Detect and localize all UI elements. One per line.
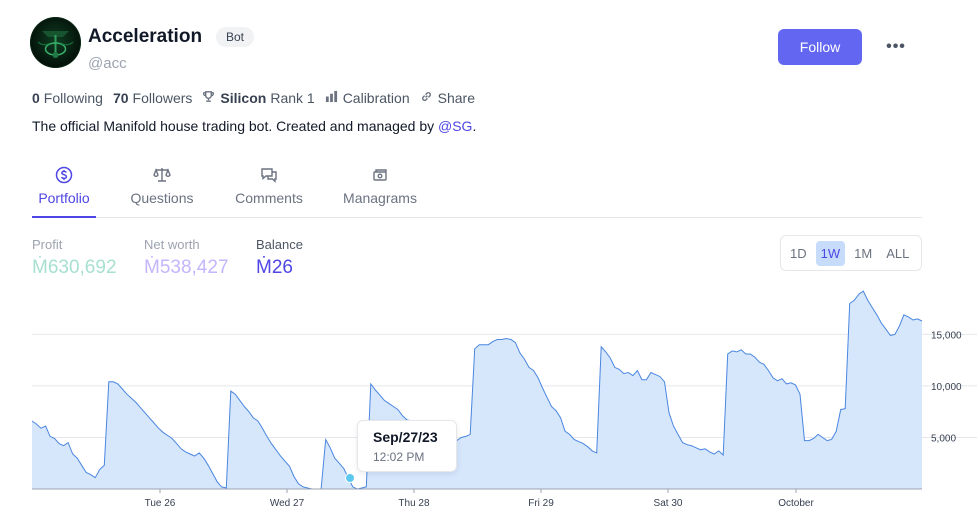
range-1w-button[interactable]: 1W bbox=[815, 240, 846, 266]
tab-managrams-label: Managrams bbox=[343, 190, 417, 206]
bio-end: . bbox=[472, 118, 477, 134]
portfolio-line bbox=[31, 290, 923, 490]
trophy-icon bbox=[202, 90, 215, 106]
x-tick-label: October bbox=[778, 498, 814, 509]
range-1d-button[interactable]: 1D bbox=[790, 245, 807, 261]
bar-chart-icon bbox=[325, 90, 338, 106]
tab-portfolio-label: Portfolio bbox=[38, 190, 90, 206]
balance-label: Balance bbox=[256, 237, 303, 252]
portfolio-chart[interactable]: 5,000 10,000 15,000 Tue 26 Wed 27 Thu 28 Fri 2… bbox=[0, 280, 977, 511]
share-label: Share bbox=[437, 90, 475, 106]
followers-count: 70 bbox=[112, 90, 129, 106]
profit-value: Ṁ630,692 bbox=[32, 257, 117, 278]
networth-metric[interactable]: Net worth Ṁ538,427 bbox=[144, 237, 229, 279]
y-tick-label: 10,000 bbox=[931, 382, 962, 393]
hover-point-marker bbox=[345, 473, 355, 483]
chat-bubbles-icon bbox=[234, 166, 304, 186]
tooltip-date: Sep/27/23 bbox=[373, 429, 438, 445]
x-tick-label: Tue 26 bbox=[145, 498, 176, 509]
y-tick-label: 5,000 bbox=[931, 433, 956, 444]
avatar[interactable] bbox=[30, 17, 81, 68]
x-tick-label: Wed 27 bbox=[270, 498, 305, 509]
follow-button[interactable]: Follow bbox=[778, 29, 862, 65]
followers-link[interactable]: 70 Followers bbox=[113, 90, 192, 106]
tab-comments-label: Comments bbox=[235, 190, 303, 206]
time-range-selector: 1D 1W 1M ALL bbox=[780, 235, 922, 271]
rank-label: Rank 1 bbox=[270, 90, 315, 106]
profile-bio: The official Manifold house trading bot.… bbox=[32, 118, 476, 134]
following-label: Following bbox=[43, 90, 103, 106]
money-transfer-icon bbox=[343, 166, 417, 186]
profit-label: Profit bbox=[32, 237, 63, 252]
chart-tooltip: Sep/27/23 12:02 PM bbox=[357, 420, 457, 472]
tooltip-time: 12:02 PM bbox=[373, 450, 425, 464]
rank-tier: Silicon bbox=[220, 90, 267, 106]
balance-metric[interactable]: Balance Ṁ26 bbox=[256, 237, 303, 279]
tab-portfolio[interactable]: Portfolio bbox=[32, 166, 96, 218]
profile-tabs: Portfolio Questions Comments Managrams bbox=[32, 166, 922, 218]
link-icon bbox=[420, 90, 433, 106]
dollar-circle-icon bbox=[32, 166, 96, 186]
share-button[interactable]: Share bbox=[420, 90, 475, 106]
tab-questions[interactable]: Questions bbox=[130, 166, 194, 218]
x-tick-label: Thu 28 bbox=[398, 498, 430, 509]
followers-label: Followers bbox=[132, 90, 193, 106]
range-1m-button[interactable]: 1M bbox=[854, 245, 873, 261]
calibration-link[interactable]: Calibration bbox=[325, 90, 410, 106]
following-link[interactable]: 0 Following bbox=[32, 90, 103, 106]
bio-text: The official Manifold house trading bot.… bbox=[32, 118, 438, 134]
range-all-button[interactable]: ALL bbox=[886, 245, 910, 261]
tab-questions-label: Questions bbox=[130, 190, 194, 206]
profile-handle: @acc bbox=[88, 55, 127, 72]
calibration-label: Calibration bbox=[342, 90, 410, 106]
x-tick-label: Sat 30 bbox=[654, 498, 683, 509]
more-options-button[interactable]: ••• bbox=[886, 38, 906, 55]
profile-name: Acceleration bbox=[88, 26, 203, 47]
following-count: 0 bbox=[32, 90, 40, 106]
bio-mention-link[interactable]: @SG bbox=[438, 118, 473, 134]
tab-managrams[interactable]: Managrams bbox=[343, 166, 417, 218]
bot-badge: Bot bbox=[216, 27, 255, 47]
balance-value: Ṁ26 bbox=[256, 257, 293, 278]
x-tick-label: Fri 29 bbox=[528, 498, 554, 509]
portfolio-area bbox=[32, 291, 922, 489]
networth-value: Ṁ538,427 bbox=[144, 257, 229, 278]
networth-label: Net worth bbox=[144, 237, 200, 252]
scale-icon bbox=[130, 166, 194, 186]
y-tick-label: 15,000 bbox=[931, 330, 962, 341]
tab-comments[interactable]: Comments bbox=[234, 166, 304, 218]
rank-link[interactable]: Silicon Rank 1 bbox=[202, 90, 315, 106]
profile-stats: 0 Following 70 Followers Silicon Rank 1 … bbox=[32, 88, 485, 108]
profit-metric[interactable]: Profit Ṁ630,692 bbox=[32, 237, 117, 279]
